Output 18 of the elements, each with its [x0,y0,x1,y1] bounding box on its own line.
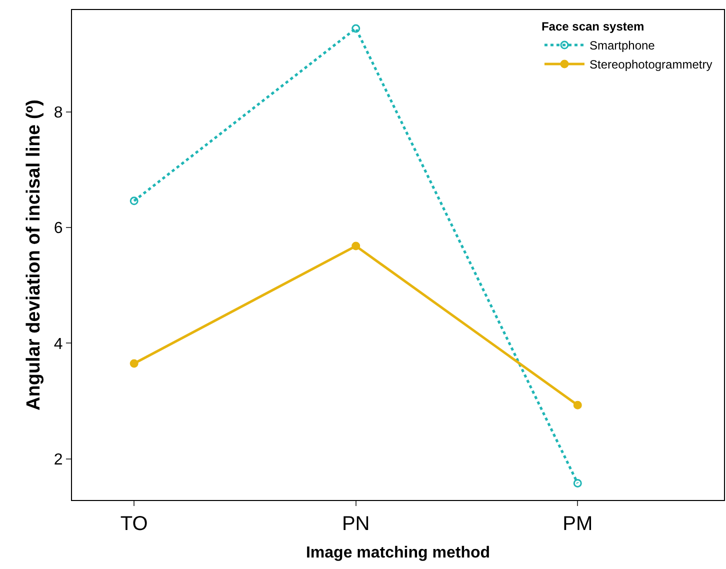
y-axis-title: Angular deviation of incisal line (º) [24,100,45,410]
x-axis-title: Image matching method [306,544,490,562]
point [352,24,360,33]
point [352,242,360,250]
y-tick-label: 6 [54,220,63,238]
x-tick-label: TO [120,513,148,535]
point [573,400,582,410]
y-tick-label: 2 [54,452,63,469]
point [573,478,582,488]
legend-label: Smartphone [589,38,656,53]
point [130,196,138,206]
x-tick-label: PM [562,513,593,535]
x-tick-label: PN [342,513,370,535]
legend-title: Face scan system [541,20,644,34]
legend-label: Stereophotogrammetry [589,58,712,72]
y-tick-label: 4 [54,336,63,353]
y-tick-label: 8 [54,104,63,122]
point [130,359,138,368]
